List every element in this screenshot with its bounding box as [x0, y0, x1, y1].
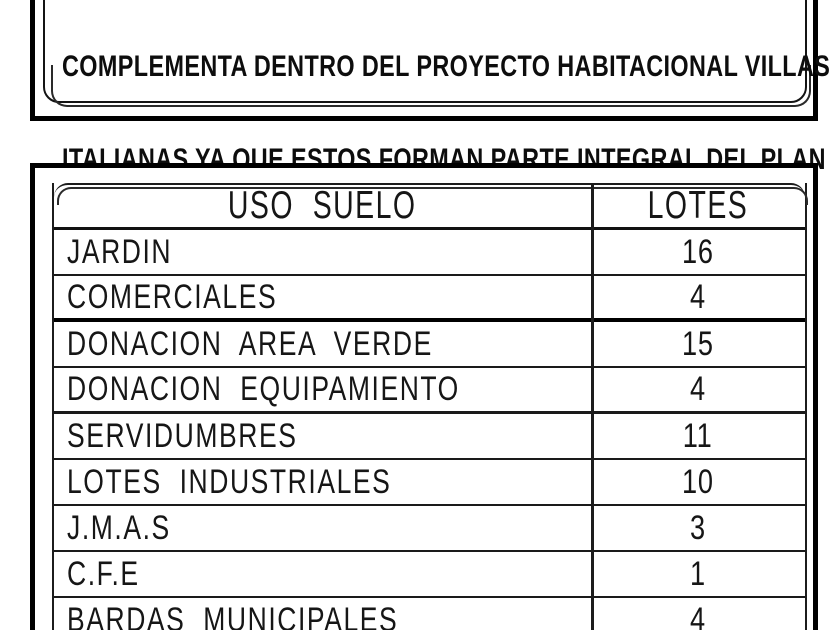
use-cell: DONACION EQUIPAMIENTO: [67, 370, 460, 408]
table-row: SERVIDUMBRES 11: [54, 414, 805, 460]
land-use-table: USO SUELO LOTES JARDIN 16 COMERCIALES 4 …: [52, 183, 808, 630]
use-cell: LOTES INDUSTRIALES: [67, 462, 392, 501]
use-cell: COMERCIALES: [67, 277, 278, 316]
use-cell: C.F.E: [67, 554, 140, 593]
lots-cell: 11: [683, 416, 713, 455]
lotes-label: LOTES: [647, 184, 749, 227]
table-row: J.M.A.S 3: [54, 506, 805, 552]
lots-cell: 4: [690, 277, 706, 316]
uso-suelo-label: USO SUELO: [228, 184, 417, 227]
lots-cell: 1: [690, 554, 706, 593]
lots-cell: 3: [690, 508, 706, 547]
table-row: JARDIN 16: [54, 230, 805, 276]
use-cell: SERVIDUMBRES: [67, 416, 298, 455]
table-outer-frame: [30, 163, 818, 630]
lots-cell: 15: [682, 324, 714, 363]
column-divider: [591, 183, 594, 630]
use-cell: DONACION AREA VERDE: [67, 324, 433, 363]
lots-cell: 4: [690, 600, 706, 630]
note-rounded-frame: [43, 0, 807, 103]
use-cell: JARDIN: [67, 232, 173, 271]
column-header-lotes: LOTES: [591, 184, 805, 227]
table-row: DONACION AREA VERDE 15: [54, 322, 805, 368]
column-header-uso-suelo: USO SUELO: [54, 184, 591, 227]
lots-cell: 4: [690, 370, 706, 408]
use-cell: J.M.A.S: [67, 508, 171, 547]
table-row: C.F.E 1: [54, 552, 805, 598]
use-cell: BARDAS MUNICIPALES: [67, 600, 399, 630]
table-row: LOTES INDUSTRIALES 10: [54, 460, 805, 506]
table-body: JARDIN 16 COMERCIALES 4 DONACION AREA VE…: [54, 230, 805, 630]
table-row: BARDAS MUNICIPALES 4: [54, 598, 805, 630]
lots-cell: 10: [682, 462, 714, 501]
table-row: COMERCIALES 4: [54, 276, 805, 322]
table-header-row: USO SUELO LOTES: [54, 183, 805, 230]
table-row: DONACION EQUIPAMIENTO 4: [54, 368, 805, 414]
note-line: COMPLEMENTA DENTRO DEL PROYECTO HABITACI…: [62, 50, 831, 83]
lots-cell: 16: [682, 232, 714, 271]
